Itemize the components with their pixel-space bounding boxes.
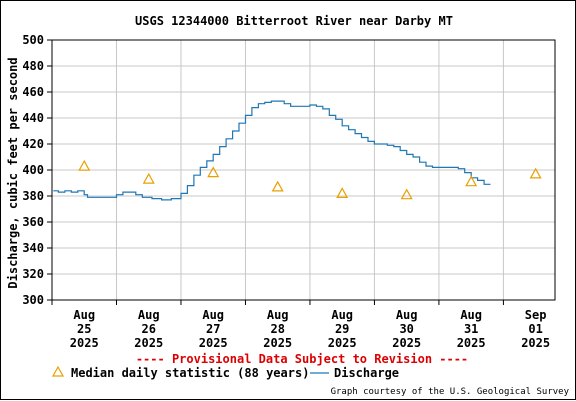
- median-point: [142, 172, 155, 184]
- x-axis-ticks: Aug252025Aug262025Aug272025Aug282025Aug2…: [51, 300, 550, 350]
- y-tick-label: 300: [22, 293, 44, 307]
- x-tick-label: 29: [335, 322, 349, 336]
- y-tick-label: 320: [22, 267, 44, 281]
- provisional-notice: ---- Provisional Data Subject to Revisio…: [136, 352, 468, 366]
- x-tick-label: 01: [528, 322, 542, 336]
- median-point: [336, 187, 349, 198]
- y-tick-label: 340: [22, 241, 44, 255]
- x-tick-label: 30: [399, 322, 413, 336]
- discharge-line: [53, 100, 491, 201]
- x-tick-label: 2025: [199, 336, 228, 350]
- y-axis-ticks: 300 320 340 360 380 400 420 440 460 480 500: [22, 33, 52, 307]
- x-tick-label: 2025: [521, 336, 550, 350]
- x-tick-label: 2025: [70, 336, 99, 350]
- x-tick-label: Aug: [138, 308, 160, 322]
- chart-title: USGS 12344000 Bitterroot River near Darb…: [135, 14, 453, 28]
- x-tick-label: Sep: [525, 308, 547, 322]
- grid-lines: [52, 39, 555, 301]
- x-tick-label: 28: [270, 322, 284, 336]
- x-tick-label: Aug: [267, 308, 289, 322]
- y-tick-label: 420: [22, 137, 44, 151]
- x-tick-label: 31: [464, 322, 478, 336]
- legend: Median daily statistic (88 years) Discha…: [51, 365, 399, 380]
- x-tick-label: Aug: [331, 308, 353, 322]
- x-tick-label: 2025: [263, 336, 292, 350]
- median-point: [400, 188, 413, 200]
- median-point: [207, 166, 220, 178]
- x-tick-label: 26: [142, 322, 156, 336]
- y-tick-label: 460: [22, 85, 44, 99]
- y-tick-label: 380: [22, 189, 44, 203]
- median-point: [465, 175, 478, 187]
- y-tick-label: 440: [22, 111, 44, 125]
- x-tick-label: Aug: [396, 308, 418, 322]
- y-tick-label: 400: [22, 163, 44, 177]
- x-tick-label: 2025: [457, 336, 486, 350]
- x-tick-label: 2025: [134, 336, 163, 350]
- y-axis-label: Discharge, cubic feet per second: [6, 57, 20, 288]
- median-point: [271, 180, 284, 192]
- x-tick-label: Aug: [460, 308, 482, 322]
- x-tick-label: 2025: [392, 336, 421, 350]
- x-tick-label: 25: [77, 322, 91, 336]
- x-tick-label: Aug: [73, 308, 95, 322]
- credit-text: Graph courtesy of the U.S. Geological Su…: [331, 387, 570, 397]
- legend-discharge-label: Discharge: [334, 366, 399, 380]
- x-tick-label: 27: [206, 322, 220, 336]
- legend-median-label: Median daily statistic (88 years): [71, 366, 309, 380]
- y-tick-label: 500: [22, 33, 44, 47]
- y-tick-label: 480: [22, 59, 44, 73]
- x-tick-label: Aug: [202, 308, 224, 322]
- series-layer: [53, 100, 542, 201]
- x-tick-label: 2025: [328, 336, 357, 350]
- legend-median-triangle-icon: [51, 365, 65, 377]
- median-point: [78, 159, 91, 171]
- y-tick-label: 360: [22, 215, 44, 229]
- median-point: [529, 167, 542, 179]
